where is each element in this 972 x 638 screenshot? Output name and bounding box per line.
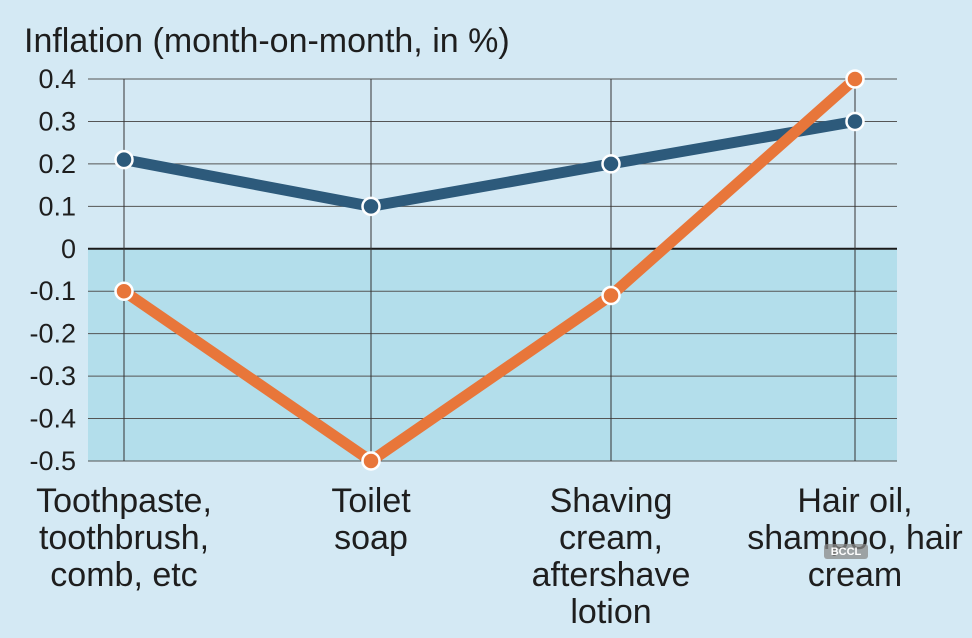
series-0-point (845, 111, 865, 132)
y-tick-label: 0.2 (38, 149, 76, 179)
series-0-point (601, 154, 621, 174)
y-tick-label: 0.3 (38, 106, 76, 136)
y-tick-label: 0.4 (38, 64, 76, 94)
series-1-point (114, 281, 134, 301)
category-label: Hair oil, shampoo, hair cream (747, 482, 962, 594)
category-label: Toilet soap (331, 482, 411, 557)
plot-area: 0.4 0.3 0.2 0.1 0 -0.1 -0.2 -0.3 -0.4 -0.5 Toothpa… (29, 64, 962, 631)
y-tick-label: -0.2 (29, 319, 76, 349)
series-1-point (361, 451, 381, 471)
series-0-point (114, 149, 134, 170)
y-tick-label: -0.3 (29, 361, 76, 391)
y-tick-label: -0.4 (29, 404, 76, 434)
series-0-line (118, 115, 861, 212)
watermark-badge (824, 544, 868, 559)
y-tick-label: 0 (61, 234, 76, 264)
chart-title: Inflation (month-on-month, in %) (24, 22, 510, 60)
series-1-point (601, 285, 621, 306)
y-tick-label: -0.1 (29, 276, 76, 306)
y-tick-label: -0.5 (29, 446, 76, 476)
category-label: Shaving cream, aftershave lotion (532, 482, 691, 631)
series-0-point (361, 196, 381, 217)
series-1-point (845, 69, 865, 89)
category-label: Toothpaste, toothbrush, comb, etc (36, 482, 212, 594)
series-1-line (118, 73, 861, 467)
y-tick-label: 0.1 (38, 191, 76, 221)
watermark: BCCL (831, 546, 862, 558)
